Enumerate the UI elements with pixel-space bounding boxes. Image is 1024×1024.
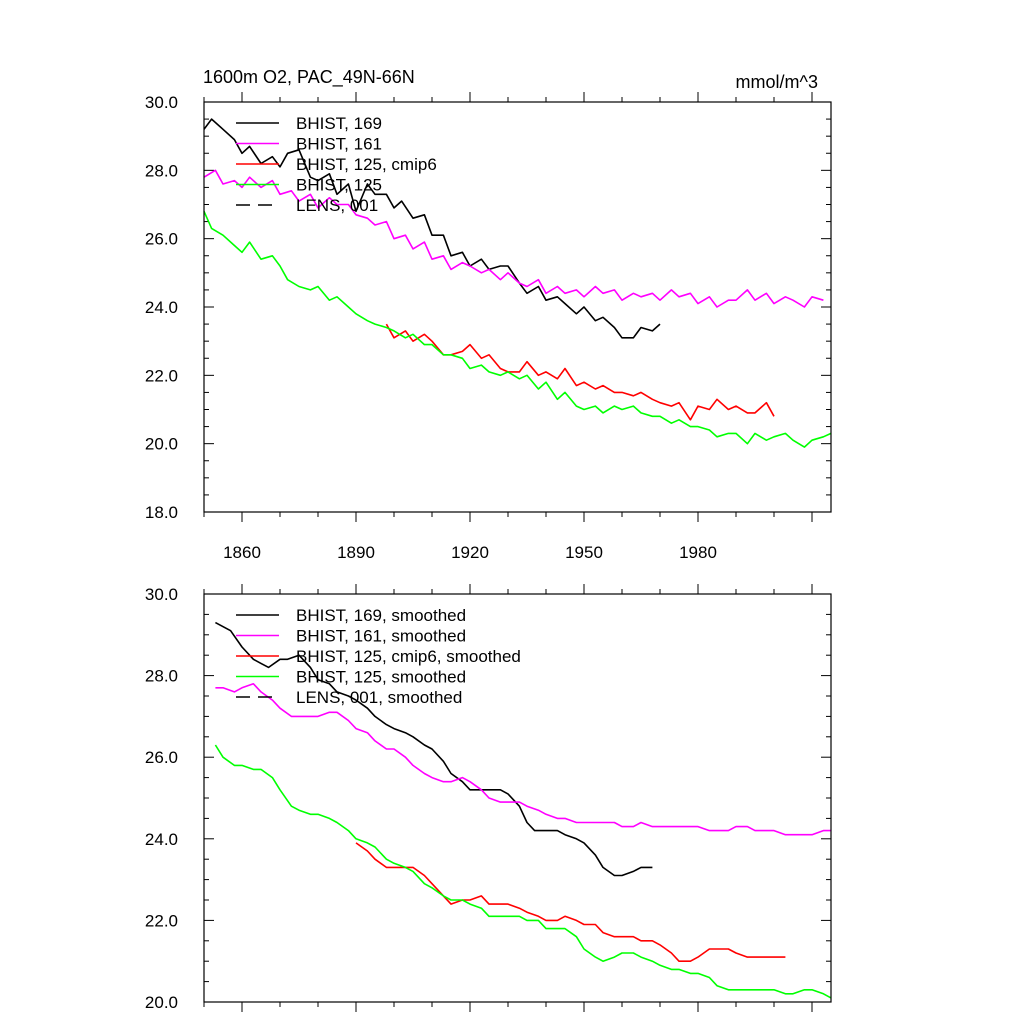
legend-item: BHIST, 169: [236, 114, 382, 133]
series-line: [203, 169, 824, 308]
series-line: [215, 682, 831, 836]
y-tick-label: 22.0: [145, 911, 178, 930]
legend-item: BHIST, 125, cmip6: [236, 155, 437, 174]
y-tick-label: 30.0: [145, 585, 178, 604]
legend-label: BHIST, 169: [296, 114, 382, 133]
y-tick-label: 26.0: [145, 748, 178, 767]
legend-label: BHIST, 161: [296, 135, 382, 154]
y-tick-label: 24.0: [145, 298, 178, 317]
y-tick-label: 28.0: [145, 161, 178, 180]
legend-label: BHIST, 125, cmip6, smoothed: [296, 647, 521, 666]
legend-label: LENS, 001: [296, 196, 378, 215]
legend-item: BHIST, 169, smoothed: [236, 606, 466, 625]
x-tick-labels: 1860 1890 1920 1950 1980: [223, 543, 717, 562]
y-tick-label: 30.0: [145, 93, 178, 112]
legend-label: BHIST, 125, smoothed: [296, 668, 466, 687]
y-tick-label: 28.0: [145, 667, 178, 686]
y-tick-label: 18.0: [145, 503, 178, 522]
chart-panel-bottom: 20.0 22.0 24.0 26.0 28.0 30.0 BHIST, 169, smo…: [145, 584, 832, 1012]
legend-item: BHIST, 125, smoothed: [236, 668, 466, 687]
plot-frame: [203, 101, 832, 513]
x-tick-label: 1920: [451, 543, 489, 562]
legend: BHIST, 169, smoothed BHIST, 161, smoothed…: [236, 606, 521, 707]
series-line: [355, 842, 786, 963]
y-tick-label: 26.0: [145, 230, 178, 249]
chart-panel-top: 1600m O2, PAC_49N-66N mmol/m^3 18.0 20.0 2…: [145, 67, 832, 562]
legend-item: LENS, 001: [236, 196, 378, 215]
x-tick-label: 1890: [337, 543, 375, 562]
series-line: [385, 323, 775, 421]
legend-label: BHIST, 161, smoothed: [296, 627, 466, 646]
legend-item: BHIST, 125: [236, 176, 382, 195]
legend-label: BHIST, 125, cmip6: [296, 155, 437, 174]
legend-item: LENS, 001, smoothed: [236, 688, 462, 707]
x-tick-label: 1950: [565, 543, 603, 562]
legend-item: BHIST, 161: [236, 135, 382, 154]
minor-ticks: [203, 589, 831, 1007]
minor-ticks: [203, 97, 831, 517]
plot-lines: [214, 621, 832, 999]
series-line: [214, 744, 832, 999]
legend-label: BHIST, 125: [296, 176, 382, 195]
series-line: [203, 118, 661, 339]
chart-title: 1600m O2, PAC_49N-66N: [203, 67, 415, 88]
series-line: [203, 210, 832, 448]
x-tick-label: 1860: [223, 543, 261, 562]
legend-label: BHIST, 169, smoothed: [296, 606, 466, 625]
legend-item: BHIST, 161, smoothed: [236, 627, 466, 646]
x-tick-label: 1980: [679, 543, 717, 562]
y-tick-labels: 20.0 22.0 24.0 26.0 28.0 30.0: [145, 585, 178, 1012]
legend-item: BHIST, 125, cmip6, smoothed: [236, 647, 521, 666]
plot-frame: [203, 593, 832, 1003]
series-line: [215, 621, 653, 877]
chart-units: mmol/m^3: [736, 72, 818, 92]
y-tick-label: 22.0: [145, 366, 178, 385]
y-tick-label: 20.0: [145, 993, 178, 1012]
plot-lines: [203, 118, 832, 448]
y-tick-labels: 18.0 20.0 22.0 24.0 26.0 28.0 30.0: [145, 93, 178, 522]
legend-label: LENS, 001, smoothed: [296, 688, 462, 707]
y-tick-label: 20.0: [145, 435, 178, 454]
y-tick-label: 24.0: [145, 830, 178, 849]
